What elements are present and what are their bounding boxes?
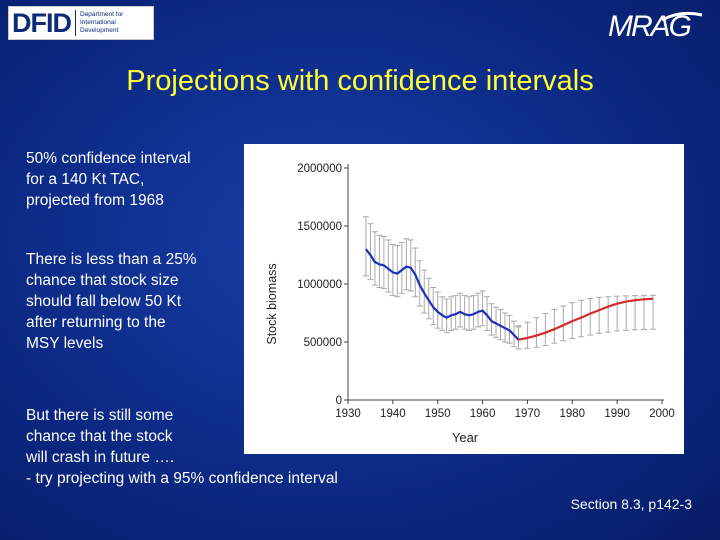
axes: 0 500000 1000000 1500000 2000000 1930 1940 1950…: [297, 163, 675, 420]
text-line: There is less than a 25%: [26, 251, 197, 268]
dfid-logo-divider: [75, 10, 76, 36]
projected-series-line: [518, 297, 654, 341]
y-tick-label: 0: [336, 395, 342, 407]
x-tick-label: 1940: [380, 408, 406, 420]
text-line: But there is still some: [26, 407, 174, 424]
text-line: chance that the stock: [26, 428, 173, 445]
series-lines: [365, 248, 654, 341]
dfid-logo-line: International: [80, 19, 116, 26]
dfid-logo-mark: DFID: [12, 8, 72, 38]
x-tick-label: 2000: [649, 408, 675, 420]
section-reference: Section 8.3, p142-3: [570, 496, 692, 512]
y-tick-label: 2000000: [297, 163, 342, 175]
y-tick-label: 1500000: [297, 221, 342, 233]
dfid-logo-line: Department for: [80, 11, 124, 18]
text-line: after returning to the: [26, 314, 166, 331]
y-tick-label: 500000: [304, 337, 342, 349]
text-block-ci: 50% confidence interval for a 140 Kt TAC…: [26, 148, 191, 211]
text-line: will crash in future ….: [26, 449, 175, 466]
text-line: 50% confidence interval: [26, 150, 191, 167]
text-line: chance that stock size: [26, 272, 179, 289]
confidence-interval-bars: [362, 216, 657, 350]
x-tick-label: 1950: [425, 408, 451, 420]
x-tick-label: 1960: [470, 408, 496, 420]
dfid-logo: DFID Department for International Develo…: [8, 6, 154, 40]
x-axis-label: Year: [452, 430, 479, 445]
mrag-logo: MRAG: [608, 10, 703, 42]
slide-title: Projections with confidence intervals: [126, 65, 594, 97]
x-tick-label: 1980: [559, 408, 585, 420]
historical-series-line: [365, 248, 520, 341]
text-block-crash: But there is still some chance that the …: [26, 405, 338, 489]
text-block-chance: There is less than a 25% chance that sto…: [26, 249, 197, 354]
text-line: for a 140 Kt TAC,: [26, 171, 145, 188]
text-line: should fall below 50 Kt: [26, 293, 182, 310]
text-line: projected from 1968: [26, 192, 164, 209]
biomass-chart: 0 500000 1000000 1500000 2000000 1930 1940 1950…: [265, 163, 675, 445]
x-tick-label: 1930: [335, 408, 361, 420]
mrag-logo-swoosh: [661, 11, 703, 22]
dfid-logo-subtitle: Department for International Development: [80, 11, 132, 35]
x-tick-label: 1970: [515, 408, 541, 420]
y-axis-label: Stock biomass: [265, 263, 279, 344]
chart-panel: 0 500000 1000000 1500000 2000000 1930 1940 1950…: [244, 144, 684, 454]
y-tick-label: 1000000: [297, 279, 342, 291]
text-line: - try projecting with a 95% confidence i…: [26, 470, 338, 487]
x-tick-label: 1990: [604, 408, 630, 420]
dfid-logo-line: Development: [80, 27, 119, 34]
text-line: MSY levels: [26, 335, 104, 352]
